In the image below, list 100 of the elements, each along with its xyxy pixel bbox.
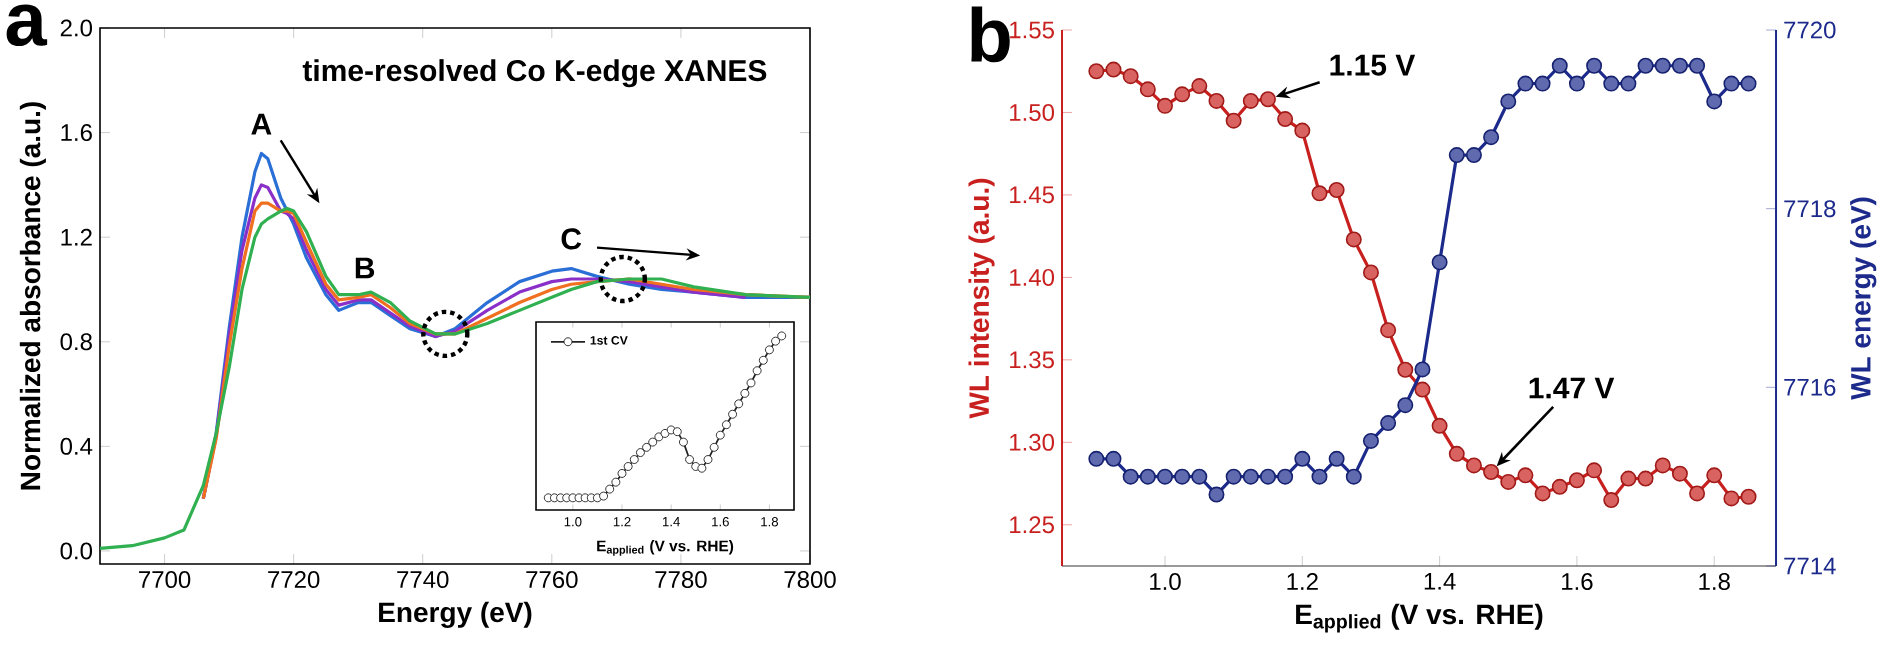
point bbox=[1294, 450, 1311, 467]
point bbox=[1740, 75, 1757, 92]
point bbox=[1277, 468, 1294, 485]
point bbox=[1345, 231, 1362, 248]
point bbox=[1654, 57, 1671, 74]
point bbox=[1568, 75, 1585, 92]
point bbox=[1637, 470, 1654, 487]
point bbox=[1723, 490, 1740, 507]
y2-axis-title: WL energy (eV) bbox=[1850, 197, 1877, 400]
point bbox=[1637, 57, 1654, 74]
point bbox=[654, 432, 664, 442]
point bbox=[777, 331, 787, 341]
point bbox=[1414, 381, 1431, 398]
point bbox=[1654, 457, 1671, 474]
point bbox=[765, 345, 774, 355]
x-axis-title: Energy (eV) bbox=[379, 601, 532, 628]
point bbox=[1500, 93, 1517, 110]
x-tick-label: 7780 bbox=[655, 571, 707, 589]
point bbox=[752, 366, 762, 376]
point bbox=[1568, 472, 1585, 489]
point bbox=[1448, 445, 1465, 462]
y2-tick-label: 7718 bbox=[1784, 200, 1836, 218]
point bbox=[1586, 57, 1603, 74]
point bbox=[1277, 111, 1294, 128]
x-axis-title: E$_{applied}$ (V vs. RHE) bbox=[1296, 603, 1543, 633]
y-axis-title: Normalized absorbance (a.u.) bbox=[19, 102, 46, 490]
point bbox=[611, 477, 621, 487]
point bbox=[1174, 468, 1191, 485]
point bbox=[1122, 68, 1139, 85]
point bbox=[709, 442, 719, 452]
point bbox=[1448, 147, 1465, 164]
point bbox=[1586, 462, 1603, 479]
point bbox=[1689, 485, 1706, 502]
text: a bbox=[6, 4, 48, 47]
point bbox=[1105, 450, 1122, 467]
point bbox=[1259, 468, 1276, 485]
point bbox=[758, 355, 768, 365]
point bbox=[1397, 361, 1414, 378]
point bbox=[715, 430, 725, 440]
y-tick-label: 2.0 bbox=[60, 19, 93, 37]
y-tick-label: 0.0 bbox=[60, 542, 93, 560]
point bbox=[1603, 75, 1620, 92]
point bbox=[728, 409, 738, 419]
point bbox=[1328, 181, 1345, 198]
point bbox=[697, 463, 707, 473]
point bbox=[1620, 75, 1637, 92]
text: b bbox=[971, 6, 1010, 63]
y2-tick-label: 7716 bbox=[1784, 378, 1836, 396]
point bbox=[1706, 93, 1723, 110]
annotation: C bbox=[561, 228, 582, 250]
y-tick-label: 1.6 bbox=[61, 124, 92, 142]
point bbox=[1534, 485, 1551, 502]
point bbox=[1671, 57, 1688, 74]
point bbox=[1328, 450, 1345, 467]
point bbox=[1311, 468, 1328, 485]
y-tick-label: 0.4 bbox=[60, 437, 93, 455]
y-tick-label: 1.30 bbox=[1010, 433, 1055, 451]
x-tick-label: 7800 bbox=[784, 571, 836, 589]
point bbox=[1380, 415, 1397, 432]
y-tick-label: 1.40 bbox=[1010, 268, 1055, 286]
point bbox=[1225, 112, 1242, 129]
point bbox=[605, 484, 615, 494]
point bbox=[1088, 450, 1105, 467]
point bbox=[685, 455, 695, 464]
text: time-resolved Co K-edge XANES bbox=[302, 59, 767, 88]
point bbox=[1157, 97, 1173, 114]
point bbox=[1551, 478, 1568, 495]
point bbox=[1088, 63, 1105, 80]
x-tick-label: 1.8 bbox=[1699, 573, 1730, 591]
point bbox=[1362, 432, 1379, 449]
point bbox=[1139, 468, 1156, 485]
point bbox=[1208, 92, 1225, 109]
x-tick-label: 1.4 bbox=[1424, 573, 1456, 590]
point bbox=[1465, 457, 1482, 474]
x-tick-label: 1.0 bbox=[1150, 573, 1181, 591]
y-tick-label: 1.45 bbox=[1010, 186, 1054, 204]
point bbox=[1551, 57, 1568, 74]
y-tick-label: 1.55 bbox=[1010, 21, 1054, 39]
point bbox=[703, 455, 713, 464]
point bbox=[1500, 473, 1517, 490]
point bbox=[1174, 86, 1191, 103]
point bbox=[623, 462, 633, 471]
annotation: 1.47 V bbox=[1529, 377, 1615, 399]
point bbox=[1311, 185, 1328, 202]
x-tick-label: 7720 bbox=[268, 571, 320, 589]
x-tick-label: 7700 bbox=[139, 571, 191, 589]
y2-tick-label: 7720 bbox=[1784, 21, 1836, 39]
point bbox=[1465, 147, 1482, 164]
point bbox=[1139, 81, 1156, 98]
point bbox=[1431, 417, 1448, 434]
point bbox=[1706, 467, 1723, 484]
line-series bbox=[201, 183, 748, 501]
point bbox=[642, 442, 652, 452]
point bbox=[746, 378, 756, 388]
y-tick-label: 1.25 bbox=[1010, 516, 1054, 534]
x-tick-label: 7760 bbox=[526, 571, 578, 589]
point bbox=[1191, 468, 1208, 485]
point bbox=[1620, 470, 1637, 487]
point bbox=[1517, 467, 1534, 484]
annotation: B bbox=[355, 257, 375, 279]
